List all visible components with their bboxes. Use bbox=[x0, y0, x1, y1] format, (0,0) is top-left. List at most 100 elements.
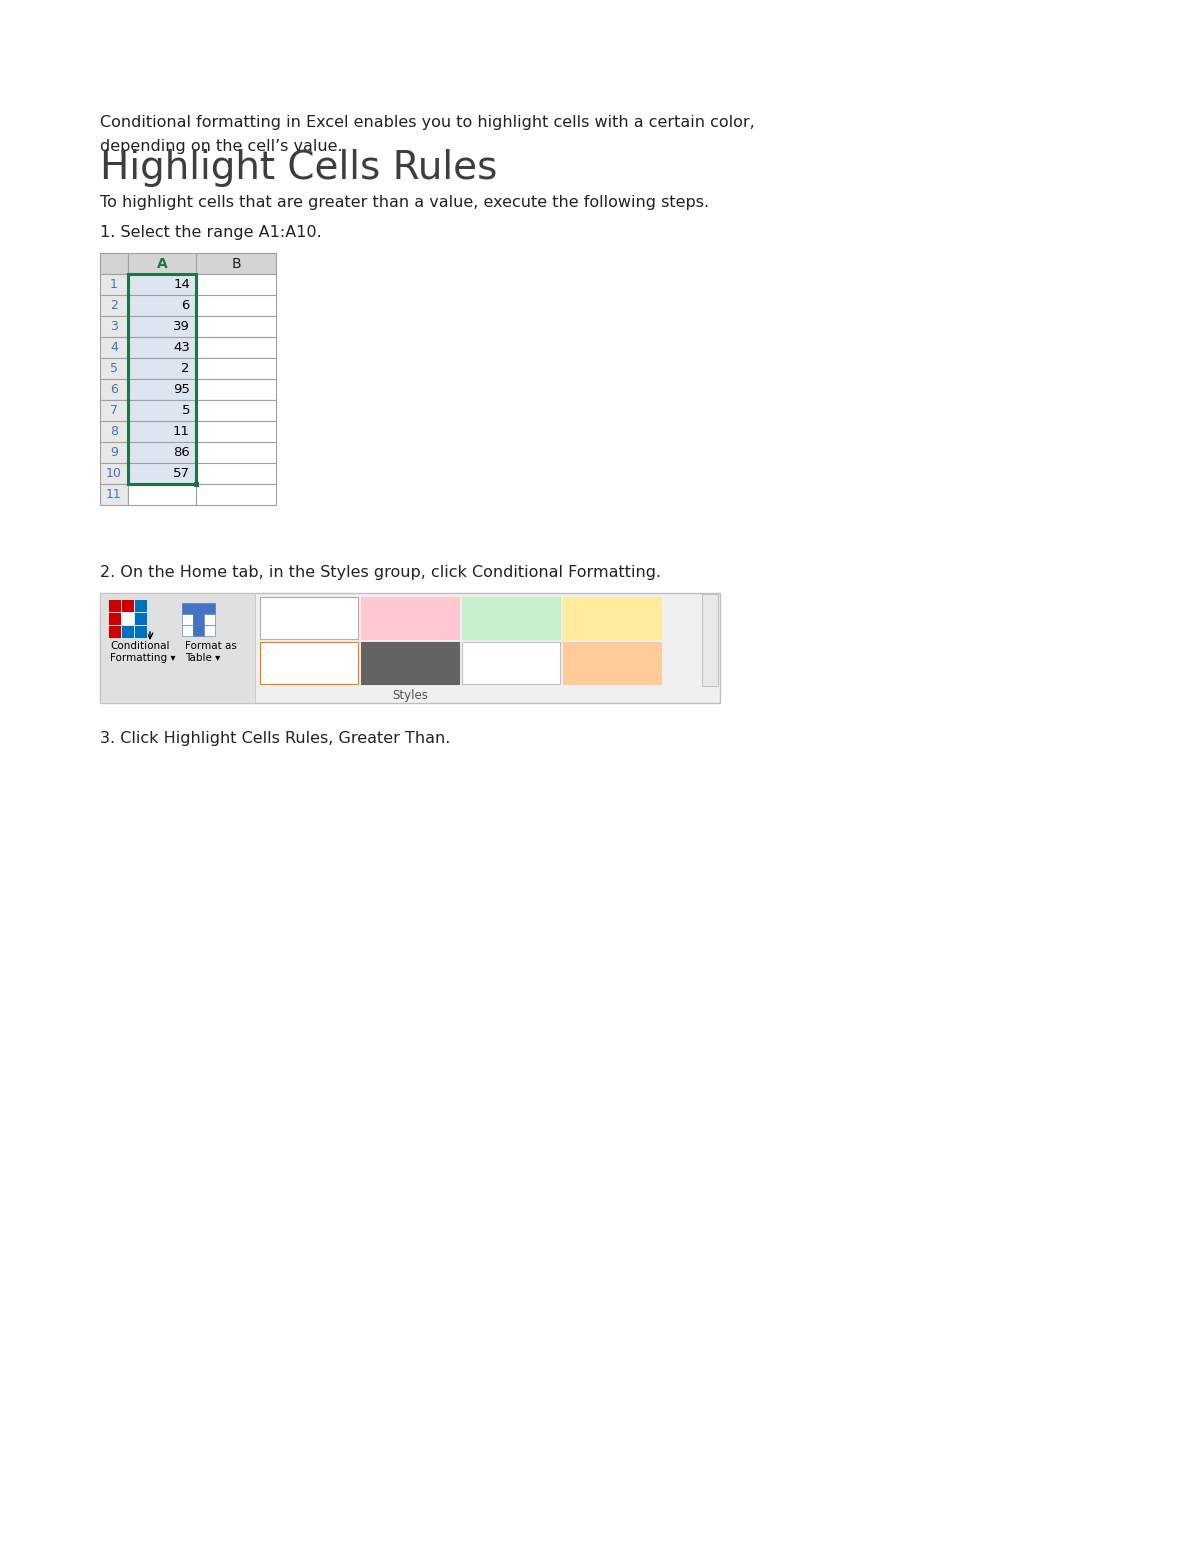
FancyBboxPatch shape bbox=[204, 624, 215, 637]
FancyBboxPatch shape bbox=[108, 599, 121, 612]
FancyBboxPatch shape bbox=[100, 463, 128, 485]
FancyBboxPatch shape bbox=[196, 295, 276, 315]
FancyBboxPatch shape bbox=[193, 613, 204, 624]
Text: 43: 43 bbox=[173, 342, 190, 354]
Text: 86: 86 bbox=[173, 446, 190, 460]
FancyBboxPatch shape bbox=[134, 599, 148, 612]
FancyBboxPatch shape bbox=[100, 253, 128, 273]
Text: 39: 39 bbox=[173, 320, 190, 332]
Text: Calculation: Calculation bbox=[274, 657, 344, 669]
FancyBboxPatch shape bbox=[100, 315, 128, 337]
FancyBboxPatch shape bbox=[100, 593, 256, 704]
Text: Check Cell: Check Cell bbox=[374, 657, 446, 669]
FancyBboxPatch shape bbox=[462, 641, 560, 683]
Text: Highlight Cells Rules: Highlight Cells Rules bbox=[100, 149, 497, 186]
FancyBboxPatch shape bbox=[100, 379, 128, 401]
FancyBboxPatch shape bbox=[128, 337, 196, 359]
FancyBboxPatch shape bbox=[196, 379, 276, 401]
Text: 5: 5 bbox=[110, 362, 118, 374]
Text: 3: 3 bbox=[110, 320, 118, 332]
FancyBboxPatch shape bbox=[182, 624, 193, 637]
FancyBboxPatch shape bbox=[182, 613, 193, 624]
Text: Good: Good bbox=[494, 612, 528, 624]
FancyBboxPatch shape bbox=[128, 315, 196, 337]
FancyBboxPatch shape bbox=[196, 315, 276, 337]
Text: ▼: ▼ bbox=[707, 672, 714, 682]
FancyBboxPatch shape bbox=[204, 603, 215, 613]
FancyBboxPatch shape bbox=[182, 603, 193, 613]
FancyBboxPatch shape bbox=[563, 596, 661, 638]
Text: Conditional formatting in Excel enables you to highlight cells with a certain co: Conditional formatting in Excel enables … bbox=[100, 115, 755, 130]
Text: 11: 11 bbox=[173, 426, 190, 438]
FancyBboxPatch shape bbox=[108, 612, 121, 624]
FancyBboxPatch shape bbox=[100, 485, 128, 505]
FancyBboxPatch shape bbox=[260, 596, 358, 638]
FancyBboxPatch shape bbox=[100, 359, 128, 379]
Text: Input: Input bbox=[596, 657, 628, 669]
FancyBboxPatch shape bbox=[193, 624, 204, 637]
FancyBboxPatch shape bbox=[100, 273, 128, 295]
FancyBboxPatch shape bbox=[194, 481, 199, 488]
FancyBboxPatch shape bbox=[361, 641, 458, 683]
FancyBboxPatch shape bbox=[361, 596, 458, 638]
Text: Normal: Normal bbox=[287, 612, 331, 624]
Text: 1. Select the range A1:A10.: 1. Select the range A1:A10. bbox=[100, 225, 322, 241]
Text: 3. Click Highlight Cells Rules, Greater Than.: 3. Click Highlight Cells Rules, Greater … bbox=[100, 731, 450, 745]
FancyBboxPatch shape bbox=[702, 593, 718, 686]
FancyBboxPatch shape bbox=[196, 253, 276, 273]
FancyBboxPatch shape bbox=[121, 612, 134, 624]
FancyBboxPatch shape bbox=[134, 612, 148, 624]
FancyBboxPatch shape bbox=[100, 443, 128, 463]
FancyBboxPatch shape bbox=[100, 337, 128, 359]
FancyBboxPatch shape bbox=[100, 421, 128, 443]
Text: Explanatory ...: Explanatory ... bbox=[466, 657, 557, 669]
FancyBboxPatch shape bbox=[193, 603, 204, 613]
FancyBboxPatch shape bbox=[128, 401, 196, 421]
FancyBboxPatch shape bbox=[196, 273, 276, 295]
FancyBboxPatch shape bbox=[128, 379, 196, 401]
Text: 1: 1 bbox=[110, 278, 118, 290]
Text: 14: 14 bbox=[173, 278, 190, 290]
FancyBboxPatch shape bbox=[128, 359, 196, 379]
FancyBboxPatch shape bbox=[260, 641, 358, 683]
FancyBboxPatch shape bbox=[196, 359, 276, 379]
Text: Neutral: Neutral bbox=[589, 612, 635, 624]
FancyBboxPatch shape bbox=[100, 593, 720, 704]
FancyBboxPatch shape bbox=[128, 463, 196, 485]
Text: Styles: Styles bbox=[392, 690, 428, 702]
Text: To highlight cells that are greater than a value, execute the following steps.: To highlight cells that are greater than… bbox=[100, 196, 709, 210]
Text: A: A bbox=[157, 256, 167, 270]
Text: 95: 95 bbox=[173, 384, 190, 396]
Text: 4: 4 bbox=[110, 342, 118, 354]
Text: depending on the cell’s value.: depending on the cell’s value. bbox=[100, 140, 343, 154]
Text: 6: 6 bbox=[181, 300, 190, 312]
Text: 2: 2 bbox=[181, 362, 190, 374]
Text: 2. On the Home tab, in the Styles group, click Conditional Formatting.: 2. On the Home tab, in the Styles group,… bbox=[100, 565, 661, 579]
FancyBboxPatch shape bbox=[121, 599, 134, 612]
Text: 7: 7 bbox=[110, 404, 118, 418]
Text: 8: 8 bbox=[110, 426, 118, 438]
FancyBboxPatch shape bbox=[108, 624, 121, 638]
Text: Conditional
Formatting ▾: Conditional Formatting ▾ bbox=[110, 641, 175, 663]
FancyBboxPatch shape bbox=[128, 443, 196, 463]
Text: Format as
Table ▾: Format as Table ▾ bbox=[185, 641, 236, 663]
FancyBboxPatch shape bbox=[196, 443, 276, 463]
FancyBboxPatch shape bbox=[196, 485, 276, 505]
Text: Bad: Bad bbox=[398, 612, 422, 624]
Text: 5: 5 bbox=[181, 404, 190, 418]
FancyBboxPatch shape bbox=[128, 485, 196, 505]
Text: 10: 10 bbox=[106, 467, 122, 480]
FancyBboxPatch shape bbox=[128, 295, 196, 315]
Text: 9: 9 bbox=[110, 446, 118, 460]
FancyBboxPatch shape bbox=[196, 421, 276, 443]
FancyBboxPatch shape bbox=[121, 624, 134, 638]
FancyBboxPatch shape bbox=[134, 624, 148, 638]
FancyBboxPatch shape bbox=[100, 295, 128, 315]
FancyBboxPatch shape bbox=[128, 253, 196, 273]
Text: 57: 57 bbox=[173, 467, 190, 480]
Text: 2: 2 bbox=[110, 300, 118, 312]
FancyBboxPatch shape bbox=[128, 421, 196, 443]
FancyBboxPatch shape bbox=[196, 337, 276, 359]
FancyBboxPatch shape bbox=[196, 463, 276, 485]
FancyBboxPatch shape bbox=[128, 273, 196, 295]
